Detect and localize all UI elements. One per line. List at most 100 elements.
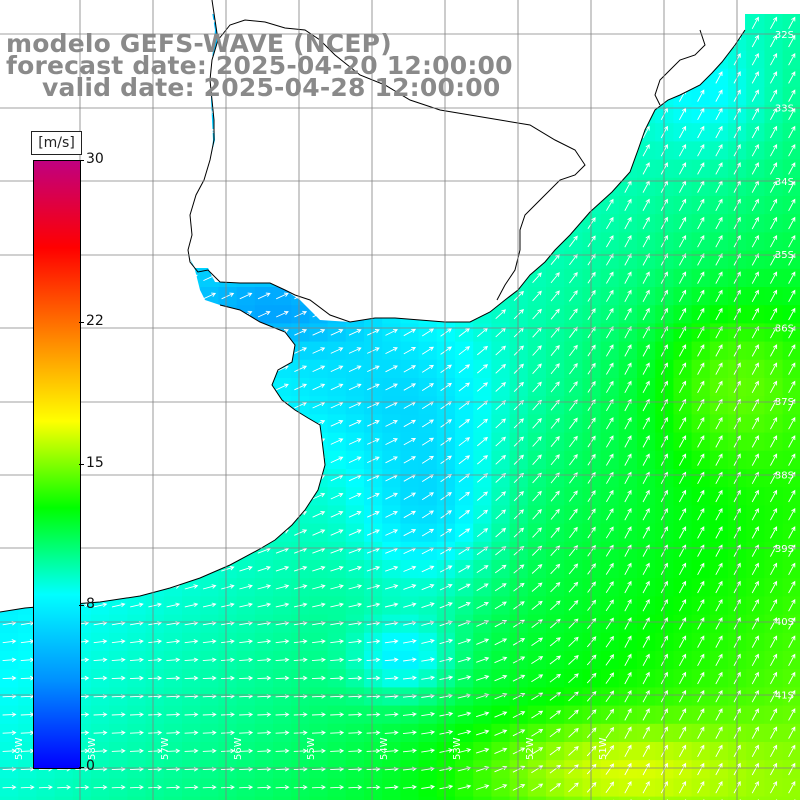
wind-arrow: [605, 690, 615, 703]
wind-arrow: [494, 564, 507, 574]
wind-arrow: [751, 635, 759, 648]
wind-arrow: [312, 365, 326, 373]
wind-arrow: [679, 580, 687, 594]
wind-arrow: [276, 292, 289, 300]
wind-arrow: [568, 581, 579, 593]
wind-arrow: [129, 748, 144, 754]
wind-arrow: [403, 419, 417, 428]
wind-arrow: [311, 730, 326, 736]
wind-arrow: [751, 198, 759, 212]
wind-arrow: [549, 673, 562, 683]
wind-arrow: [751, 71, 759, 84]
wind-arrow: [642, 416, 650, 430]
wind-arrow: [366, 712, 381, 717]
wind-arrow: [569, 253, 578, 266]
wind-arrow: [642, 162, 650, 175]
wind-arrow: [385, 438, 398, 446]
wind-arrow: [220, 712, 235, 717]
wind-arrow: [770, 416, 778, 430]
wind-arrow: [367, 492, 380, 500]
wind-arrow: [202, 784, 217, 790]
wind-arrow: [458, 602, 471, 609]
coast-argentina: [0, 304, 326, 613]
wind-arrow: [606, 453, 614, 466]
wind-arrow: [512, 692, 526, 700]
wind-arrow: [495, 309, 506, 320]
wind-arrow: [697, 307, 705, 321]
wind-arrow: [550, 508, 560, 520]
wind-arrow: [642, 617, 650, 630]
wind-arrow: [569, 362, 578, 375]
wind-speed-cell: [655, 796, 674, 800]
wind-arrow: [569, 235, 578, 247]
wind-speed-cell: [236, 796, 256, 800]
wind-arrow: [421, 730, 436, 735]
wind-arrow: [330, 492, 344, 500]
wind-arrow: [385, 419, 398, 427]
longitude-label: 58W: [87, 737, 98, 760]
wind-arrow: [606, 489, 614, 503]
wind-arrow: [513, 601, 525, 610]
wind-arrow: [312, 492, 326, 500]
wind-arrow: [788, 362, 796, 375]
wind-arrow: [715, 271, 723, 284]
wind-arrow: [403, 529, 417, 537]
forecast-date: forecast date: 2025-04-20 12:00:00: [6, 51, 513, 80]
wind-arrow: [788, 416, 796, 430]
wind-arrow: [457, 675, 472, 681]
wind-arrow: [624, 380, 632, 394]
wind-speed-cell: [200, 796, 219, 800]
wind-arrow: [624, 744, 632, 758]
wind-arrow: [477, 491, 489, 501]
wind-arrow: [568, 636, 579, 647]
wind-arrow: [293, 584, 308, 590]
wind-arrow: [312, 347, 326, 354]
wind-arrow: [679, 380, 687, 394]
wind-arrow: [257, 657, 272, 663]
wind-arrow: [586, 727, 597, 739]
wind-arrow: [770, 708, 778, 721]
wind-arrow: [549, 783, 562, 792]
wind-speed-cell: [746, 796, 765, 800]
wind-arrow: [624, 307, 632, 321]
latitude-label: 38S: [775, 470, 794, 481]
wind-arrow: [770, 52, 778, 66]
wind-arrow: [679, 344, 687, 357]
wind-arrow: [605, 763, 615, 775]
wind-arrow: [679, 143, 687, 157]
wind-arrow: [532, 490, 542, 502]
wind-arrow: [788, 635, 796, 648]
wind-arrow: [257, 675, 272, 681]
wind-arrow: [440, 382, 452, 392]
wind-arrow: [788, 689, 796, 703]
wind-arrow: [550, 363, 560, 375]
wind-arrow: [549, 728, 562, 738]
wind-arrow: [531, 564, 543, 574]
wind-arrow: [367, 456, 380, 464]
wind-arrow: [38, 784, 53, 790]
wind-arrow: [788, 708, 796, 721]
longitude-labels: 59W 58W 57W 56W 55W 54W 53W 52W 51W: [14, 737, 609, 760]
wind-arrow: [770, 253, 778, 266]
wind-arrow: [770, 16, 778, 30]
wind-arrow: [751, 125, 759, 139]
wind-arrow: [586, 709, 597, 720]
wind-arrow: [751, 580, 759, 594]
river-uruguay: [217, 19, 586, 301]
wind-arrow: [697, 289, 705, 303]
wind-arrow: [494, 583, 507, 592]
wind-arrow: [257, 639, 272, 644]
wind-arrow: [312, 529, 326, 536]
lagoon-shore: [654, 29, 706, 106]
wind-arrow: [458, 382, 471, 392]
wind-arrow: [605, 617, 614, 630]
wind-arrow: [751, 52, 759, 66]
wind-arrow: [385, 347, 398, 355]
wind-arrow: [366, 675, 381, 681]
wind-arrow: [330, 584, 344, 590]
wind-speed-cell: [600, 796, 620, 800]
wind-arrow: [312, 329, 326, 336]
wind-arrow: [715, 162, 723, 175]
wind-arrow: [111, 602, 126, 608]
wind-arrow: [421, 383, 434, 391]
